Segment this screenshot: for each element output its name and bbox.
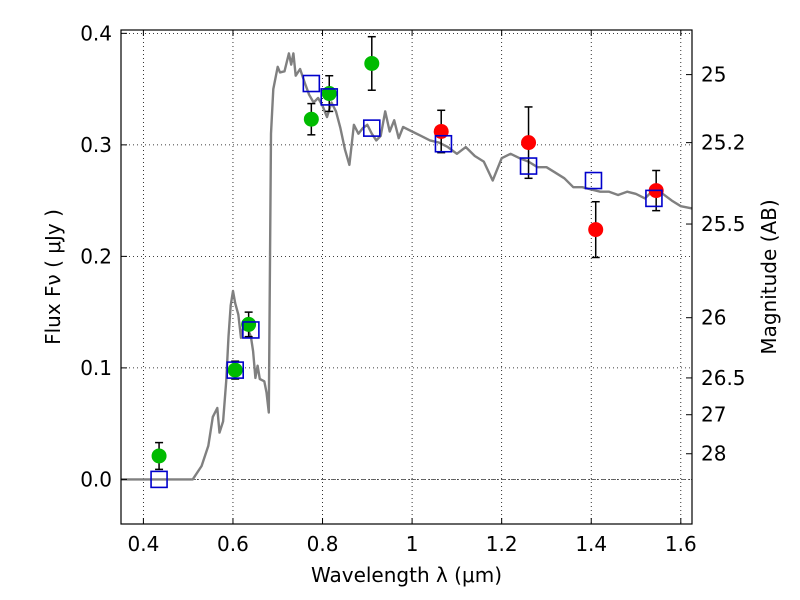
model-box-marker <box>302 74 321 93</box>
model-box-marker <box>226 361 244 379</box>
model-box-marker <box>519 157 538 175</box>
model-box-marker <box>434 134 453 153</box>
model-box-marker <box>584 171 603 190</box>
x-tick-label: 0.4 <box>127 532 159 556</box>
x-tick-label: 1.6 <box>665 532 697 556</box>
x-tick-label: 1.4 <box>575 532 607 556</box>
y-tick-label: 0.1 <box>80 356 112 380</box>
right-axis-title: Magnitude (AB) <box>757 199 781 354</box>
x-tick-label: 1 <box>406 532 419 556</box>
y2-tick-label: 26 <box>701 306 726 330</box>
y2-tick-label: 25 <box>701 63 726 87</box>
model-box-marker <box>242 321 260 339</box>
y2-tick-label: 28 <box>701 442 726 466</box>
y-axis-title: Flux Fν ( μJy ) <box>41 209 65 345</box>
model-spectrum-line <box>121 52 693 481</box>
plot-frame <box>120 29 693 525</box>
y-tick-label: 0.3 <box>80 133 112 157</box>
y2-tick-label: 25.5 <box>701 212 746 236</box>
x-tick-label: 1.2 <box>486 532 518 556</box>
model-box-marker <box>645 189 663 208</box>
green-data-point <box>227 362 243 378</box>
errorbars <box>155 35 661 471</box>
x-axis-title: Wavelength λ (μm) <box>311 563 502 587</box>
green-data-point <box>303 111 319 127</box>
x-tick-label: 0.8 <box>307 532 339 556</box>
y2-tick-label: 25.2 <box>701 131 746 155</box>
red-data-point <box>588 222 604 238</box>
model-box-marker <box>150 470 168 489</box>
y-tick-label: 0.0 <box>80 467 112 491</box>
green-data-point <box>364 55 380 71</box>
green-data-point <box>241 316 257 332</box>
model-box-marker <box>320 88 339 106</box>
model-spectrum-path <box>121 52 693 481</box>
y-tick-label: 0.4 <box>80 21 112 45</box>
axis-ticks: 0.4 0.6 0.8 1 1.2 1.4 1.6 0.0 0.1 0.2 0.3 0.4 25 25.2… <box>80 21 745 556</box>
y-tick-label: 0.2 <box>80 244 112 268</box>
data-markers <box>150 55 664 489</box>
y2-tick-label: 27 <box>701 403 726 427</box>
x-tick-label: 0.6 <box>217 532 249 556</box>
model-box-marker <box>362 119 381 137</box>
y2-tick-label: 26.5 <box>701 366 746 390</box>
red-data-point <box>521 135 537 151</box>
green-data-point <box>321 86 337 102</box>
green-data-point <box>151 448 167 464</box>
